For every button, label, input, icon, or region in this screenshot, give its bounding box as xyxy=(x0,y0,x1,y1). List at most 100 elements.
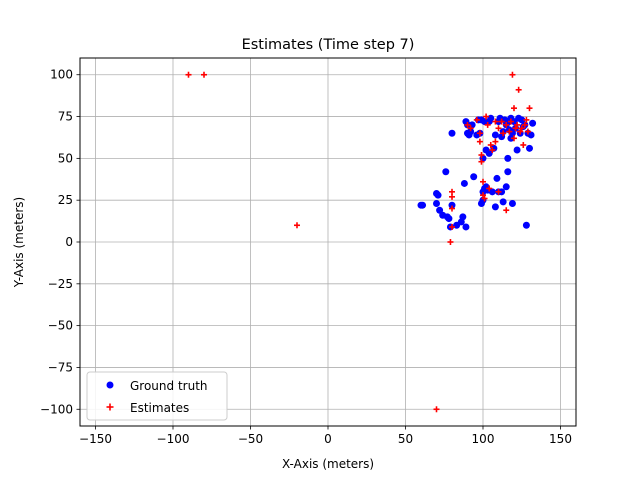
estimate-point xyxy=(524,128,531,135)
y-axis-label: Y-Axis (meters) xyxy=(12,197,26,288)
estimate-point xyxy=(483,113,490,120)
estimate-point xyxy=(506,128,513,135)
estimate-point xyxy=(489,147,496,153)
ground-truth-point xyxy=(488,188,496,196)
estimate-point xyxy=(478,152,485,159)
estimate-point xyxy=(476,130,483,137)
estimate-point xyxy=(509,71,516,78)
y-tick-label: 25 xyxy=(58,193,73,207)
x-tick-label: −50 xyxy=(238,432,263,446)
y-tick-label: −50 xyxy=(48,319,73,333)
ground-truth-point xyxy=(518,116,526,124)
ground-truth-point xyxy=(493,174,501,182)
ground-truth-point xyxy=(529,119,537,127)
ground-truth-point xyxy=(467,128,475,136)
estimate-point xyxy=(476,138,483,145)
ground-truth-point xyxy=(448,201,456,209)
estimate-point xyxy=(507,118,514,125)
estimate-point xyxy=(449,193,455,200)
estimate-point xyxy=(464,121,471,128)
ground-truth-point xyxy=(436,206,444,214)
ground-truth-point xyxy=(460,179,468,187)
estimate-point xyxy=(500,130,507,137)
chart-title: Estimates (Time step 7) xyxy=(242,37,415,53)
legend-ground-truth-marker xyxy=(106,381,114,389)
x-tick-label: −100 xyxy=(157,432,190,446)
x-tick-label: 150 xyxy=(549,432,572,446)
ground-truth-point xyxy=(504,168,512,176)
ground-truth-point xyxy=(445,215,453,223)
y-tick-label: −75 xyxy=(48,360,73,374)
ground-truth-point xyxy=(434,191,442,199)
estimate-point xyxy=(492,138,499,145)
ground-truth-point xyxy=(479,154,487,162)
estimate-point xyxy=(495,188,502,195)
ground-truth-point xyxy=(513,146,521,154)
legend: Ground truth Estimates xyxy=(86,371,228,421)
legend-estimates-label: Estimates xyxy=(130,401,189,415)
ground-truth-point xyxy=(499,198,507,206)
ground-truth-point xyxy=(442,168,450,176)
estimate-point xyxy=(480,192,486,199)
x-tick-label: −150 xyxy=(79,432,112,446)
ground-truth-point xyxy=(507,114,515,122)
x-tick-label: 50 xyxy=(398,432,413,446)
estimate-point xyxy=(514,121,521,128)
ground-truth-point xyxy=(526,144,533,152)
data-points xyxy=(185,71,537,413)
estimate-point xyxy=(503,207,510,214)
estimate-point xyxy=(515,86,522,93)
estimate-point xyxy=(201,71,207,78)
estimate-point xyxy=(520,141,527,148)
estimate-point xyxy=(480,178,486,185)
estimate-point xyxy=(449,205,455,212)
estimate-point xyxy=(511,105,517,112)
estimate-point xyxy=(487,141,494,148)
estimate-point xyxy=(498,118,505,125)
estimate-point xyxy=(486,185,493,192)
ground-truth-point xyxy=(448,129,456,137)
x-tick-label: 100 xyxy=(472,432,495,446)
estimate-point xyxy=(518,125,525,132)
ground-truth-point xyxy=(459,213,467,221)
estimate-point xyxy=(484,121,491,128)
estimate-point xyxy=(449,223,455,230)
ground-truth-point xyxy=(470,173,478,181)
estimate-point xyxy=(521,121,528,128)
estimate-point xyxy=(523,116,530,123)
estimate-point xyxy=(447,239,454,245)
legend-box xyxy=(86,371,228,421)
ground-truth-point xyxy=(504,154,512,162)
estimate-point xyxy=(503,121,510,128)
x-tick-label: 0 xyxy=(324,432,332,446)
estimate-point xyxy=(512,125,519,132)
ground-truth-point xyxy=(498,188,506,196)
estimate-point xyxy=(473,116,480,123)
x-axis-label: X-Axis (meters) xyxy=(282,457,374,471)
estimate-point xyxy=(481,195,488,202)
estimate-point xyxy=(294,222,300,229)
ground-truth-point xyxy=(508,200,516,208)
y-tick-label: 50 xyxy=(58,151,73,165)
estimate-point xyxy=(467,125,474,132)
ground-truth-point xyxy=(419,201,427,209)
legend-estimates-marker xyxy=(106,403,114,411)
estimate-point xyxy=(517,128,524,135)
estimate-point xyxy=(478,158,485,165)
y-tick-label: −25 xyxy=(48,277,73,291)
legend-ground-truth-label: Ground truth xyxy=(130,379,208,393)
ground-truth-point xyxy=(502,183,510,191)
estimate-point xyxy=(492,118,499,125)
estimate-point xyxy=(185,71,192,78)
ground-truth-point xyxy=(491,203,499,211)
estimate-point xyxy=(433,406,440,413)
estimate-point xyxy=(526,105,533,112)
y-tick-label: 100 xyxy=(50,68,73,82)
axis-ticks: −150 −100 −50 0 50 100 150 −100 −75 −50 −25 0 25 50 75… xyxy=(40,68,572,446)
ground-truth-point xyxy=(433,200,440,208)
estimate-point xyxy=(495,125,502,132)
ground-truth-point xyxy=(491,131,499,139)
ground-truth-point xyxy=(522,221,530,229)
ground-truth-point xyxy=(527,131,535,139)
